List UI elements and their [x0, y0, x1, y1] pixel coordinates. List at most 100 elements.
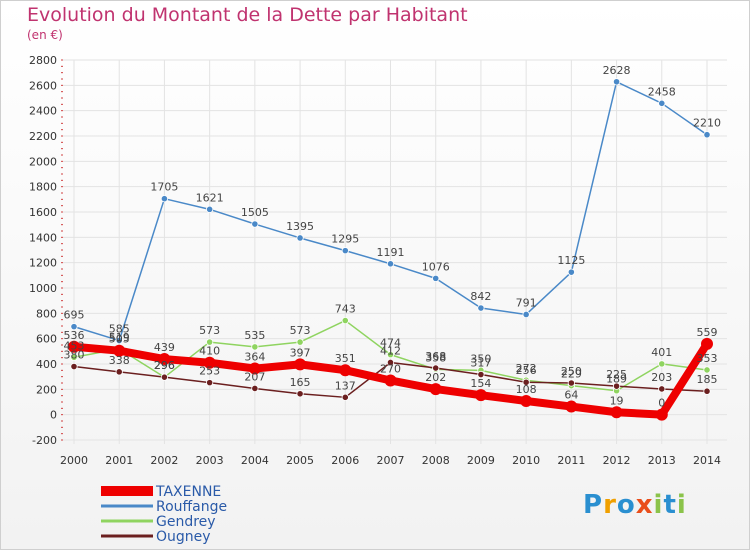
- data-label: 296: [154, 359, 175, 372]
- data-label: 229: [561, 368, 582, 381]
- data-label: 1191: [377, 246, 405, 259]
- data-label: 225: [606, 368, 627, 381]
- legend-label-gendrey: Gendrey: [156, 514, 216, 530]
- data-label: 453: [64, 339, 85, 352]
- data-point: [68, 340, 80, 353]
- data-point: [296, 234, 304, 242]
- logo-letter: x: [635, 490, 654, 520]
- data-label: 256: [516, 364, 537, 377]
- grid: [63, 59, 727, 444]
- x-tick-label: 2012: [603, 454, 631, 467]
- y-tick-label: 400: [36, 358, 57, 371]
- y-tick-label: 2000: [29, 155, 57, 168]
- data-point: [522, 378, 530, 386]
- logo-letter: t: [663, 490, 677, 520]
- data-point: [658, 99, 666, 107]
- data-label: 202: [425, 371, 446, 384]
- data-label: 2210: [693, 117, 721, 130]
- data-point: [386, 358, 395, 367]
- legend-swatch-ougney: [101, 534, 153, 538]
- data-label: 1505: [241, 206, 269, 219]
- chart-title: Evolution du Montant de la Dette par Hab…: [27, 4, 468, 26]
- data-point: [341, 393, 349, 401]
- data-label: 364: [244, 351, 265, 364]
- data-label: 1621: [196, 191, 224, 204]
- data-point: [341, 316, 349, 325]
- y-tick-label: 600: [36, 333, 57, 346]
- x-tick-label: 2011: [557, 454, 585, 467]
- data-label: 19: [610, 394, 624, 407]
- y-tick-label: 1800: [29, 181, 57, 194]
- data-label: 154: [470, 377, 491, 390]
- data-label: 1705: [150, 181, 178, 194]
- data-labels: 536 505 439 410 364 397 351 270 202 154 108 64 19 0 55…: [64, 64, 722, 410]
- data-point: [567, 268, 575, 276]
- data-point: [655, 408, 668, 421]
- data-label: 368: [425, 350, 446, 363]
- data-point: [296, 390, 304, 398]
- data-point: [703, 387, 711, 395]
- data-point: [567, 379, 575, 387]
- data-label: 108: [516, 383, 537, 396]
- axes: -200 0 200 400 600 800 1000 1200 1400 1600 1800 200…: [29, 54, 721, 467]
- data-point: [70, 362, 78, 371]
- data-point: [612, 78, 621, 86]
- data-label: 397: [290, 346, 311, 359]
- data-point: [386, 260, 395, 268]
- data-point: [251, 384, 259, 393]
- data-label: 401: [651, 346, 672, 359]
- data-label: 1076: [422, 260, 450, 273]
- data-point: [203, 356, 216, 369]
- data-label: 380: [64, 349, 85, 362]
- x-tick-label: 2014: [693, 454, 721, 467]
- y-tick-label: 1200: [29, 257, 57, 270]
- legend-swatch-taxenne: [101, 486, 153, 496]
- x-tick-label: 2006: [331, 454, 359, 467]
- y-tick-label: 1000: [29, 282, 57, 295]
- data-point: [432, 274, 440, 282]
- data-label: 137: [335, 379, 356, 392]
- data-label: 573: [290, 324, 311, 337]
- data-label: 535: [244, 329, 265, 342]
- data-point: [477, 370, 485, 379]
- data-label: 410: [199, 345, 220, 358]
- data-point: [477, 304, 485, 312]
- data-point: [474, 389, 487, 402]
- legend-swatch-gendrey: [101, 519, 153, 523]
- data-point: [701, 337, 713, 350]
- data-label: 1295: [331, 233, 359, 246]
- data-point: [522, 310, 530, 319]
- legend-label-rouffange: Rouffange: [156, 499, 227, 515]
- data-point: [610, 406, 623, 419]
- data-label: 296: [154, 359, 175, 372]
- data-point: [294, 358, 307, 371]
- data-point: [658, 360, 666, 368]
- data-label: 536: [64, 329, 85, 342]
- logo-letter: r: [603, 490, 617, 520]
- data-label: 0: [658, 397, 665, 410]
- data-point: [432, 364, 440, 372]
- x-tick-label: 2002: [150, 454, 178, 467]
- data-label: 573: [199, 324, 220, 337]
- data-point: [160, 373, 169, 381]
- y-tick-label: 800: [36, 307, 57, 320]
- data-point: [658, 385, 666, 393]
- x-tick-label: 2005: [286, 454, 314, 467]
- data-label: 272: [516, 362, 537, 375]
- data-point: [115, 336, 123, 345]
- data-point: [339, 364, 352, 377]
- data-point: [158, 353, 171, 366]
- y-tick-label: 2400: [29, 105, 57, 118]
- legend-swatch-rouffange: [101, 504, 153, 508]
- data-label: 203: [651, 371, 672, 384]
- data-point: [251, 220, 259, 228]
- data-point: [296, 338, 304, 346]
- x-tick-label: 2008: [422, 454, 450, 467]
- series-layer: [68, 78, 713, 421]
- data-label: 519: [109, 331, 130, 344]
- data-label: 2628: [603, 64, 631, 77]
- x-tick-label: 2010: [512, 454, 540, 467]
